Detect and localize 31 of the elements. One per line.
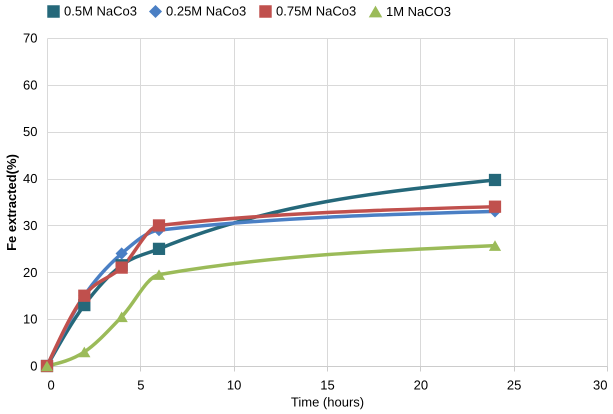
x-tick-label: 25 bbox=[506, 378, 522, 392]
y-tick-label: 20 bbox=[23, 264, 38, 280]
x-axis-title: Time (hours) bbox=[290, 394, 364, 410]
y-axis-title: Fe extracted(%) bbox=[4, 154, 20, 251]
x-tick-label: 5 bbox=[137, 378, 144, 392]
point bbox=[78, 346, 90, 358]
y-tick-label: 60 bbox=[23, 77, 38, 92]
y-tick-label: 30 bbox=[23, 218, 38, 233]
point bbox=[152, 242, 166, 255]
point bbox=[116, 247, 128, 260]
y-tick-label: 40 bbox=[23, 171, 38, 186]
point bbox=[488, 240, 502, 251]
x-tick-label: 10 bbox=[226, 378, 242, 392]
x-tick-label: 15 bbox=[320, 378, 335, 392]
point bbox=[152, 219, 166, 232]
legend-label: 1M NaCO3 bbox=[386, 4, 452, 19]
y-tick-label: 70 bbox=[23, 30, 38, 46]
point bbox=[152, 269, 166, 280]
legend-label: 0.25M NaCo3 bbox=[166, 4, 246, 19]
legend-label: 0.5M NaCo3 bbox=[64, 4, 137, 19]
y-tick-label: 50 bbox=[23, 124, 38, 140]
point bbox=[116, 261, 128, 274]
y-tick-label: 10 bbox=[23, 312, 38, 327]
y-tick-label: 0 bbox=[30, 358, 38, 374]
point bbox=[116, 311, 128, 322]
x-tick-label: 20 bbox=[414, 378, 428, 392]
legend-label: 0.75M NaCo3 bbox=[276, 4, 356, 19]
point bbox=[488, 174, 502, 186]
x-tick-label: 0 bbox=[48, 378, 55, 392]
x-tick-label: 30 bbox=[593, 378, 608, 392]
point bbox=[488, 200, 502, 213]
